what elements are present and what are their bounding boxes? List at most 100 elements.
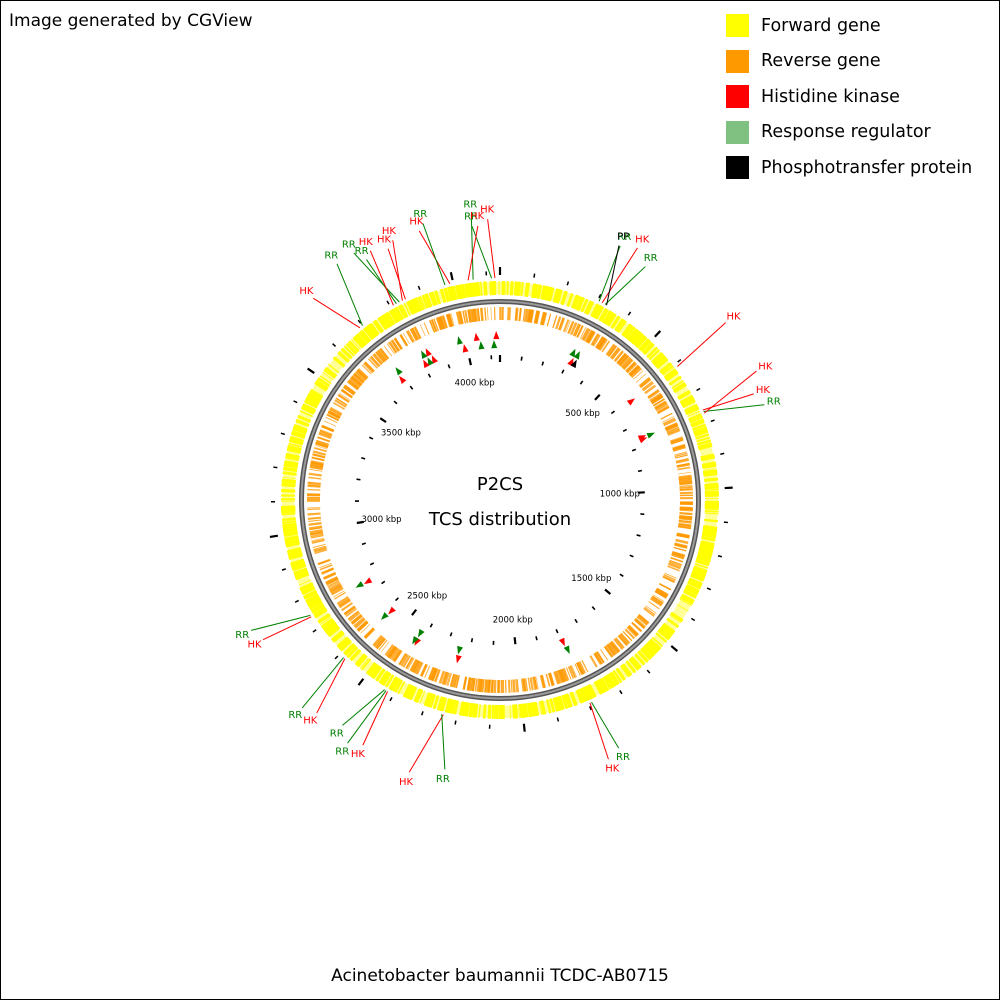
reverse-gene <box>616 352 627 364</box>
reverse-gene <box>319 430 333 437</box>
forward-gene <box>447 286 454 301</box>
reverse-gene <box>679 488 693 491</box>
reverse-gene <box>677 524 692 530</box>
reverse-gene <box>384 644 395 657</box>
reverse-gene <box>673 547 687 552</box>
reverse-gene <box>477 678 480 692</box>
forward-gene <box>593 305 602 319</box>
forward-gene <box>700 455 716 462</box>
reverse-gene <box>431 668 438 682</box>
forward-gene <box>310 602 325 613</box>
forward-gene <box>699 543 714 550</box>
reverse-gene <box>369 355 381 368</box>
reverse-gene <box>338 599 351 609</box>
forward-gene <box>471 282 477 297</box>
reverse-gene <box>375 637 385 649</box>
outer-tick <box>357 678 365 686</box>
scale-tick <box>356 478 361 481</box>
reverse-gene <box>633 370 644 380</box>
reverse-gene <box>310 463 324 467</box>
reverse-gene <box>662 416 675 423</box>
reverse-gene <box>565 320 571 333</box>
reverse-gene <box>626 626 637 638</box>
legend-label: Forward gene <box>761 15 881 36</box>
forward-gene <box>616 320 626 333</box>
forward-gene <box>540 700 547 715</box>
outer-tick <box>294 599 300 603</box>
legend: Forward gene Reverse gene Histidine kina… <box>726 8 972 186</box>
forward-gene <box>547 287 555 302</box>
reverse-gene <box>666 427 680 434</box>
reverse-gene <box>679 491 693 494</box>
reverse-gene <box>678 475 692 480</box>
forward-gene <box>470 703 474 718</box>
reverse-gene <box>372 353 383 366</box>
tcs-marker <box>355 581 364 588</box>
forward-gene <box>324 367 337 378</box>
reverse-gene <box>393 650 402 662</box>
reverse-gene <box>446 672 451 686</box>
forward-gene <box>473 703 477 718</box>
reverse-gene <box>468 309 473 323</box>
forward-gene <box>428 292 436 307</box>
reverse-gene <box>486 679 491 693</box>
reverse-gene <box>428 319 436 333</box>
forward-gene <box>680 593 695 604</box>
reverse-gene <box>588 331 596 344</box>
reverse-gene <box>318 432 332 440</box>
reverse-gene <box>350 613 363 625</box>
reverse-gene <box>596 336 604 349</box>
scale-tick <box>393 400 398 405</box>
legend-item-histidine-kinase: Histidine kinase <box>726 79 972 115</box>
outer-tick <box>627 311 632 316</box>
reverse-gene <box>465 309 469 323</box>
reverse-gene <box>315 440 329 447</box>
forward-gene <box>391 308 402 322</box>
forward-gene <box>374 319 384 333</box>
reverse-gene <box>491 679 494 693</box>
reverse-gene <box>581 327 588 340</box>
reverse-gene <box>535 310 541 324</box>
forward-gene <box>292 426 307 435</box>
forward-gene <box>290 561 306 568</box>
forward-gene <box>626 328 638 341</box>
forward-gene <box>291 432 306 439</box>
reverse-gene <box>353 616 365 628</box>
reverse-gene <box>441 671 448 685</box>
reverse-gene <box>307 517 321 520</box>
forward-gene <box>609 671 620 686</box>
callout-line <box>387 248 406 300</box>
callout-line <box>301 657 345 709</box>
reverse-gene <box>310 462 324 466</box>
reverse-gene <box>592 334 601 347</box>
forward-gene <box>694 563 709 569</box>
forward-gene <box>459 284 465 299</box>
reverse-gene <box>679 516 693 520</box>
forward-gene <box>511 281 514 296</box>
reverse-gene <box>402 332 411 345</box>
forward-gene <box>287 444 302 452</box>
reverse-gene <box>637 615 649 625</box>
forward-gene <box>305 593 319 602</box>
reverse-gene <box>678 517 693 521</box>
forward-gene <box>429 694 436 709</box>
forward-gene <box>565 693 573 708</box>
outer-tick <box>522 723 526 732</box>
reverse-gene <box>409 328 417 341</box>
forward-gene <box>593 681 603 695</box>
legend-item-reverse-gene: Reverse gene <box>726 44 972 80</box>
forward-gene <box>360 657 370 669</box>
forward-gene <box>332 631 345 643</box>
reverse-gene <box>348 611 360 621</box>
reverse-gene <box>351 375 363 385</box>
forward-gene <box>634 653 645 666</box>
reverse-gene <box>606 643 616 656</box>
callout-label: RR <box>436 774 450 785</box>
reverse-gene <box>562 319 570 332</box>
reverse-gene <box>307 507 321 509</box>
forward-gene <box>687 581 701 590</box>
forward-gene <box>688 414 702 421</box>
reverse-gene <box>622 359 634 371</box>
reverse-gene <box>597 337 607 350</box>
forward-gene <box>320 617 334 629</box>
